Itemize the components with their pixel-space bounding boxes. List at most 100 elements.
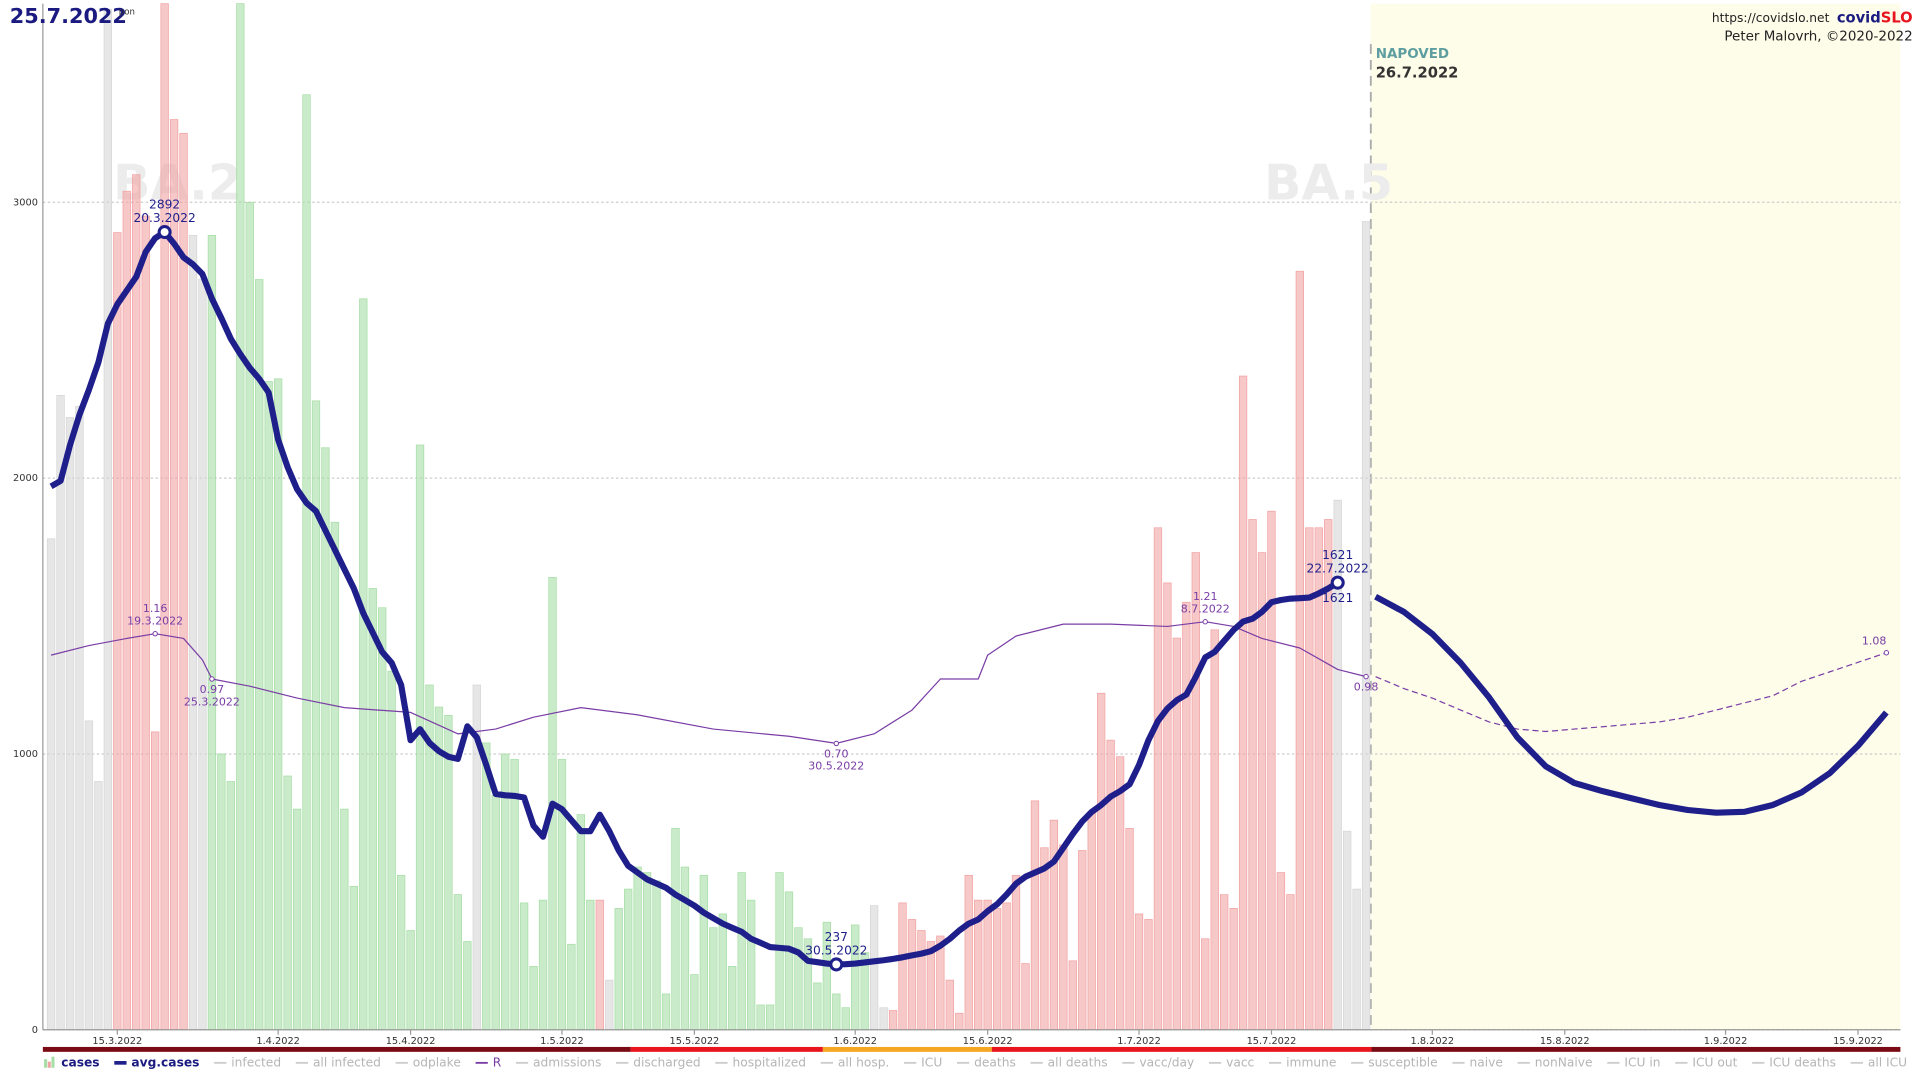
legend-item: ICU out <box>1675 1055 1738 1069</box>
strip-segment <box>822 1046 992 1052</box>
x-tick-label: 1.5.2022 <box>540 1036 584 1047</box>
y-tick-label: 1000 <box>13 749 38 760</box>
bar <box>368 588 377 1031</box>
author: Peter Malovrh, ©2020-2022 <box>1724 30 1912 45</box>
legend-item[interactable]: R <box>475 1055 502 1069</box>
peak-marker <box>829 957 844 972</box>
annotation-value: 237 <box>825 930 848 944</box>
bar <box>841 1007 850 1031</box>
bar <box>633 866 642 1031</box>
bar <box>1002 902 1011 1031</box>
legend-item: deaths <box>956 1055 1016 1069</box>
bar <box>624 888 633 1031</box>
bar <box>832 993 841 1031</box>
bar <box>614 908 623 1031</box>
legend-label: vacc <box>1226 1055 1254 1069</box>
bar <box>1286 894 1295 1031</box>
bar <box>94 781 103 1031</box>
strip-segment <box>630 1046 823 1052</box>
legend-label: odplake <box>413 1055 461 1069</box>
legend-item: discharged <box>616 1055 701 1069</box>
bar <box>851 924 860 1031</box>
annotation-date: 19.3.2022 <box>127 614 183 627</box>
bar <box>1191 552 1200 1031</box>
strip-segment <box>42 1046 631 1052</box>
bar <box>56 394 65 1031</box>
avg-line <box>1374 593 1889 816</box>
legend-label: all infected <box>313 1055 381 1069</box>
strip-segment <box>1371 1046 1901 1052</box>
legend-label: ICU in <box>1624 1055 1660 1069</box>
annotation-date: 25.3.2022 <box>184 695 240 708</box>
bar <box>198 279 207 1031</box>
bar <box>642 872 652 1031</box>
site-url[interactable]: https://covidslo.net <box>1712 11 1830 25</box>
bar <box>945 979 954 1031</box>
legend-label: avg.cases <box>131 1055 199 1069</box>
bar <box>396 874 406 1031</box>
bar <box>491 794 500 1031</box>
bar <box>160 3 169 1031</box>
bar <box>122 190 131 1031</box>
bar <box>302 94 311 1031</box>
annotation-date: 8.7.2022 <box>1181 602 1230 615</box>
bar <box>879 1007 888 1031</box>
bar <box>557 759 567 1031</box>
forecast-label: NAPOVED <box>1376 47 1449 62</box>
annotation-value: 1621 <box>1322 548 1353 562</box>
legend-item: hospitalized <box>715 1055 806 1069</box>
bar <box>529 965 538 1031</box>
legend-item: odplake <box>395 1055 461 1069</box>
bar <box>765 1004 775 1031</box>
bar <box>1248 519 1257 1031</box>
bar <box>217 753 226 1031</box>
bar <box>595 899 604 1031</box>
bar <box>132 174 141 1031</box>
weekday: pon <box>119 8 135 18</box>
bar <box>169 119 179 1031</box>
plot-background: NAPOVED 26.7.2022 0 1000 2000 3000 15.3.2022 1.… <box>13 3 1901 1047</box>
bar <box>917 930 926 1031</box>
bar <box>1030 800 1040 1031</box>
legend-label: admissions <box>533 1055 601 1069</box>
legend-item: all infected <box>295 1055 381 1069</box>
bar <box>1210 629 1219 1031</box>
annotation-value: 1.08 <box>1862 635 1887 648</box>
bar <box>709 927 718 1031</box>
bar <box>888 1010 898 1031</box>
annotation-value: 2892 <box>149 198 180 212</box>
annotation-value: 0.97 <box>200 683 225 696</box>
annotation-value: 0.98 <box>1354 681 1379 694</box>
x-tick-label: 15.8.2022 <box>1540 1036 1590 1047</box>
bar <box>84 720 94 1031</box>
bar <box>605 979 614 1031</box>
bar <box>1049 819 1059 1031</box>
x-tick-label: 1.6.2022 <box>833 1036 877 1047</box>
bar <box>1238 375 1248 1031</box>
legend-item[interactable]: avg.cases <box>114 1055 199 1069</box>
annotation-value: 1.21 <box>1193 590 1218 603</box>
legend-item: naive <box>1452 1055 1503 1069</box>
bar <box>576 814 586 1031</box>
legend-label: discharged <box>633 1055 700 1069</box>
bar <box>510 759 519 1031</box>
bar <box>1087 811 1096 1031</box>
r-marker <box>1202 619 1208 625</box>
strip-segment <box>991 1046 1372 1052</box>
brand-prefix: covid <box>1837 9 1881 26</box>
bar <box>75 406 84 1031</box>
x-tick-label: 15.6.2022 <box>963 1036 1013 1047</box>
bar <box>1352 888 1361 1031</box>
bar <box>567 943 576 1031</box>
legend-label: R <box>493 1055 502 1069</box>
x-tick-label: 15.9.2022 <box>1833 1036 1883 1047</box>
legend-label: ICU <box>921 1055 942 1069</box>
legend-label: infected <box>231 1055 281 1069</box>
legend-label: susceptible <box>1368 1055 1437 1069</box>
x-tick-label: 15.3.2022 <box>92 1036 142 1047</box>
legend-label: ICU deaths <box>1769 1055 1836 1069</box>
bar <box>964 874 973 1031</box>
legend-item[interactable]: cases <box>44 1055 100 1069</box>
